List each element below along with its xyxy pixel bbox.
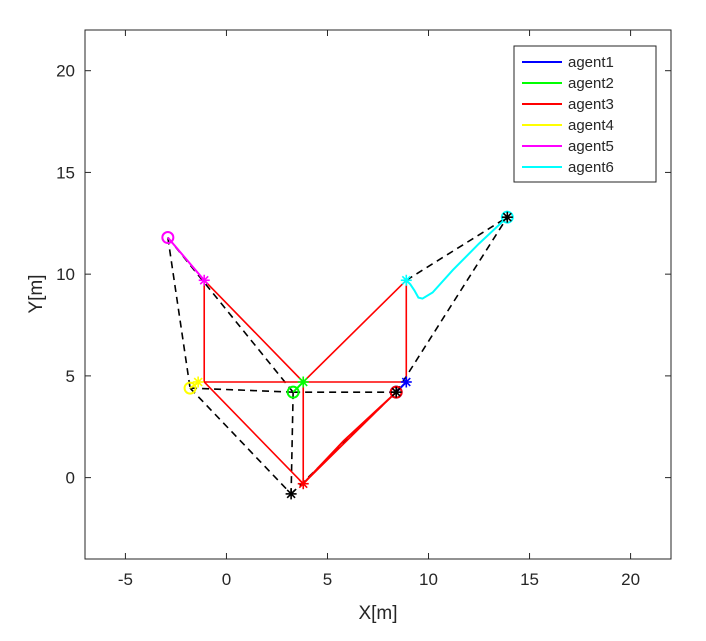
legend-label-agent5: agent5 (568, 138, 614, 155)
agent2-start-marker (286, 385, 300, 399)
x-axis-label: X[m] (358, 603, 397, 624)
initial-formation-edge-0 (167, 237, 191, 389)
agent1-end-marker (400, 376, 412, 388)
legend-label-agent3: agent3 (568, 96, 614, 113)
initial-vertex-marker (285, 488, 297, 500)
x-tick-label: 10 (419, 570, 438, 589)
x-tick-label: 0 (222, 570, 231, 589)
y-tick-label: 15 (56, 163, 75, 182)
y-tick-label: 5 (66, 367, 75, 386)
final-formation-edge-5 (302, 279, 407, 383)
initial-vertex-marker (390, 386, 402, 398)
final-formation-edge-1 (203, 279, 304, 383)
initial-formation-edge-1 (167, 237, 294, 393)
y-tick-label: 0 (66, 469, 75, 488)
y-axis-label: Y[m] (26, 274, 47, 313)
agent6-trajectory (405, 216, 508, 300)
plot-area-frame (84, 29, 672, 560)
x-tick-label: -5 (118, 570, 133, 589)
initial-formation-edge-4 (290, 392, 294, 494)
initial-formation-edge-6 (395, 216, 508, 393)
initial-formation-edge-8 (405, 216, 508, 281)
initial-formation-edge-2 (190, 387, 294, 393)
x-tick-label: 5 (323, 570, 332, 589)
agent5-trajectory (167, 236, 205, 281)
y-tick-label: 20 (56, 62, 75, 81)
agent2-end-marker (297, 376, 309, 388)
legend-box (513, 45, 657, 183)
agent3-trajectory (302, 391, 397, 485)
agent5-start-marker (161, 231, 175, 245)
legend-label-agent6: agent6 (568, 159, 614, 176)
x-tick-label: 20 (621, 570, 640, 589)
legend: agent1 agent2 agent3 agent4 agent5 agent6 (513, 45, 657, 183)
agent4-end-marker (192, 376, 204, 388)
axis-ticks: -5 0 5 10 15 20 0 5 10 15 20 (56, 30, 671, 589)
agent4-start-marker (183, 381, 197, 395)
initial-vertex-marker (501, 211, 513, 223)
agent6-end-marker (400, 274, 412, 286)
final-formation-edge-3 (203, 381, 304, 485)
agent-markers (161, 210, 514, 500)
legend-label-agent4: agent4 (568, 117, 614, 134)
y-tick-label: 10 (56, 265, 75, 284)
legend-label-agent2: agent2 (568, 75, 614, 92)
legend-label-agent1: agent1 (568, 54, 614, 71)
initial-formation-edge-3 (189, 387, 292, 495)
agent5-end-marker (198, 274, 210, 286)
agent3-end-marker (297, 478, 309, 490)
x-tick-label: 15 (520, 570, 539, 589)
